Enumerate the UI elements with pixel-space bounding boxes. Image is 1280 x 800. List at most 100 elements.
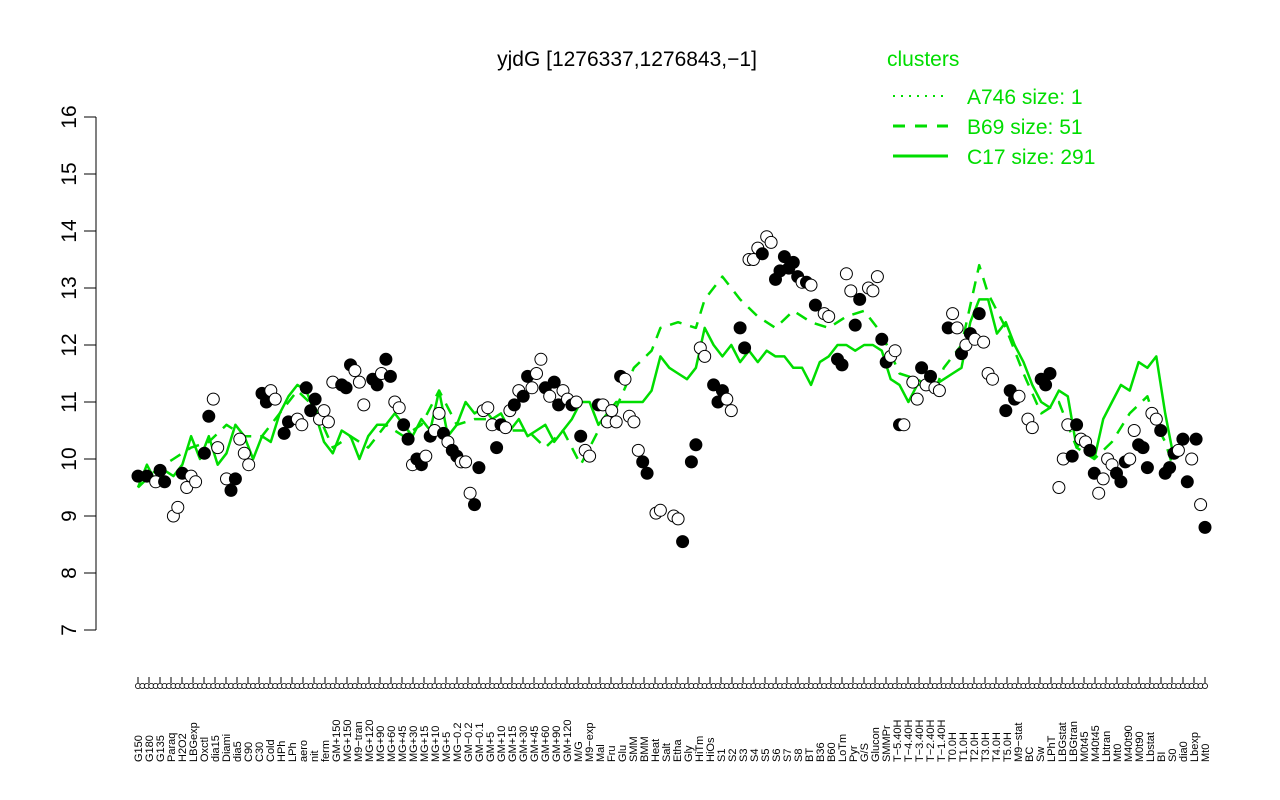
legend: clusters A746 size: 1 B69 size: 51 C17 s… — [887, 48, 1095, 169]
x-tick-label: Lbtran — [1101, 731, 1113, 762]
y-tick-label: 13 — [58, 276, 81, 299]
data-point-filled — [1065, 449, 1079, 463]
data-point-open — [459, 455, 473, 469]
data-point-filled — [1083, 443, 1097, 457]
x-tick-label: S3 — [738, 749, 750, 762]
x-tick-label: S4 — [749, 749, 761, 762]
data-point-filled — [684, 455, 698, 469]
legend-entry-c17: C17 size: 291 — [967, 146, 1095, 169]
data-point-open — [171, 500, 185, 514]
data-point-filled — [924, 369, 937, 383]
data-point-open — [844, 284, 858, 298]
data-point-filled — [228, 472, 242, 486]
data-point-open — [977, 335, 991, 349]
y-axis-ticks: 7 8 9 10 11 12 13 14 15 16 — [58, 105, 96, 636]
data-point-open — [627, 415, 641, 429]
x-tick-label: S2 — [727, 749, 739, 762]
x-tick-label: GM+45 — [529, 726, 541, 762]
x-tick-label: GM+5 — [485, 732, 497, 762]
x-tick-label: T−4.40H — [903, 719, 915, 762]
data-point-open — [720, 392, 734, 406]
data-point-filled — [755, 247, 769, 261]
x-tick-label: G/S — [859, 743, 871, 762]
legend-entry-a746: A746 size: 1 — [967, 86, 1083, 109]
x-tick-label: H2O2 — [177, 733, 189, 762]
x-tick-label: Lbexp — [1189, 732, 1201, 762]
data-point-open — [392, 401, 406, 415]
x-tick-label: Diami — [221, 734, 233, 762]
x-tick-label: M9−stat — [1013, 723, 1025, 762]
data-point-open — [525, 381, 539, 395]
data-point-open — [631, 443, 645, 457]
x-tick-label: T1.0H — [958, 732, 970, 762]
x-tick-label: BC — [1024, 747, 1036, 762]
data-point-filled — [547, 375, 561, 389]
data-point-open — [932, 384, 946, 398]
data-point-open — [211, 441, 225, 455]
x-tick-label: SMMPr — [881, 725, 893, 762]
x-tick-label: GM+15 — [507, 726, 519, 762]
data-point-filled — [1140, 461, 1154, 475]
x-tick-label: M0t90 — [1134, 731, 1146, 762]
x-tick-label: MG+120 — [364, 720, 376, 763]
data-point-filled — [197, 446, 211, 460]
data-point-open — [237, 446, 251, 460]
x-tick-label: T−3.40H — [914, 719, 926, 762]
x-tick-label: Paraq — [166, 733, 178, 762]
data-point-filled — [574, 429, 588, 443]
data-point-filled — [1043, 367, 1057, 380]
x-tick-label: MG+60 — [386, 726, 398, 762]
y-tick-label: 11 — [58, 391, 81, 413]
y-tick-label: 10 — [58, 447, 81, 470]
x-tick-label: GM+120 — [562, 720, 574, 763]
x-tick-label: dia15 — [210, 735, 222, 762]
data-point-open — [698, 349, 712, 363]
x-tick-label: LBGexp — [188, 722, 200, 762]
x-tick-label: T2.0H — [969, 732, 981, 762]
data-point-filled — [1039, 378, 1053, 392]
x-tick-label: T4.0H — [991, 732, 1003, 762]
data-point-filled — [308, 392, 322, 406]
x-tick-label: BI — [1156, 752, 1168, 762]
data-point-open — [950, 321, 964, 335]
data-point-open — [1012, 389, 1026, 403]
x-tick-label: Heat — [650, 739, 662, 762]
data-point-open — [1185, 452, 1199, 466]
data-point-open — [946, 307, 960, 321]
data-point-filled — [915, 361, 929, 375]
x-tick-label: C90 — [243, 742, 255, 762]
x-tick-label: T5.0H — [1002, 732, 1014, 762]
data-point-open — [653, 503, 667, 517]
x-tick-label: Mt0 — [1112, 744, 1124, 762]
data-point-open — [1171, 443, 1185, 457]
x-tick-label: LBGstat — [1057, 722, 1069, 762]
x-tick-label: Gly — [683, 745, 695, 762]
x-tick-label: MG−0.2 — [452, 723, 464, 762]
x-tick-label: S7 — [782, 749, 794, 762]
data-point-filled — [853, 292, 867, 306]
x-tick-label: M40t45 — [1090, 725, 1102, 762]
x-tick-label: LoTm — [837, 734, 849, 762]
x-tick-label: B60 — [826, 742, 838, 762]
x-tick-label: HPh — [276, 741, 288, 762]
data-point-filled — [224, 483, 238, 497]
data-point-open — [242, 458, 256, 472]
data-point-open — [897, 418, 911, 432]
data-point-open — [910, 392, 924, 406]
data-point-filled — [848, 318, 862, 332]
x-tick-label: GM+10 — [496, 726, 508, 762]
data-point-open — [1127, 424, 1141, 437]
x-tick-label: GM+30 — [518, 726, 530, 762]
data-point-open — [463, 486, 477, 500]
y-tick-label: 15 — [58, 162, 81, 185]
x-tick-label: dia0 — [1178, 741, 1190, 762]
data-point-open — [481, 401, 495, 415]
data-point-open — [534, 352, 548, 366]
x-tick-label: LPhT — [1046, 735, 1058, 762]
x-tick-label: MG+5 — [441, 732, 453, 762]
data-point-open — [321, 415, 335, 429]
data-point-filled — [1163, 461, 1177, 475]
data-point-open — [1123, 452, 1137, 466]
x-tick-label: T−1.40H — [936, 719, 948, 762]
